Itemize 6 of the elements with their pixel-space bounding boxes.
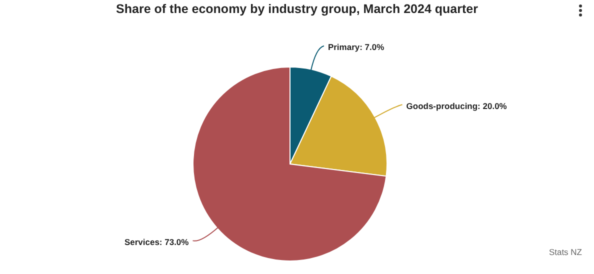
pie-slice: [192, 66, 387, 262]
slice-label: Services: 73.0%: [124, 236, 190, 247]
slice-label: Primary: 7.0%: [328, 42, 385, 52]
chart-title: Share of the economy by industry group, March 2024 quarter: [115, 2, 479, 16]
text: Stats NZ: [548, 247, 582, 257]
slice-label: Goods-producing: 20.0%: [406, 100, 508, 111]
